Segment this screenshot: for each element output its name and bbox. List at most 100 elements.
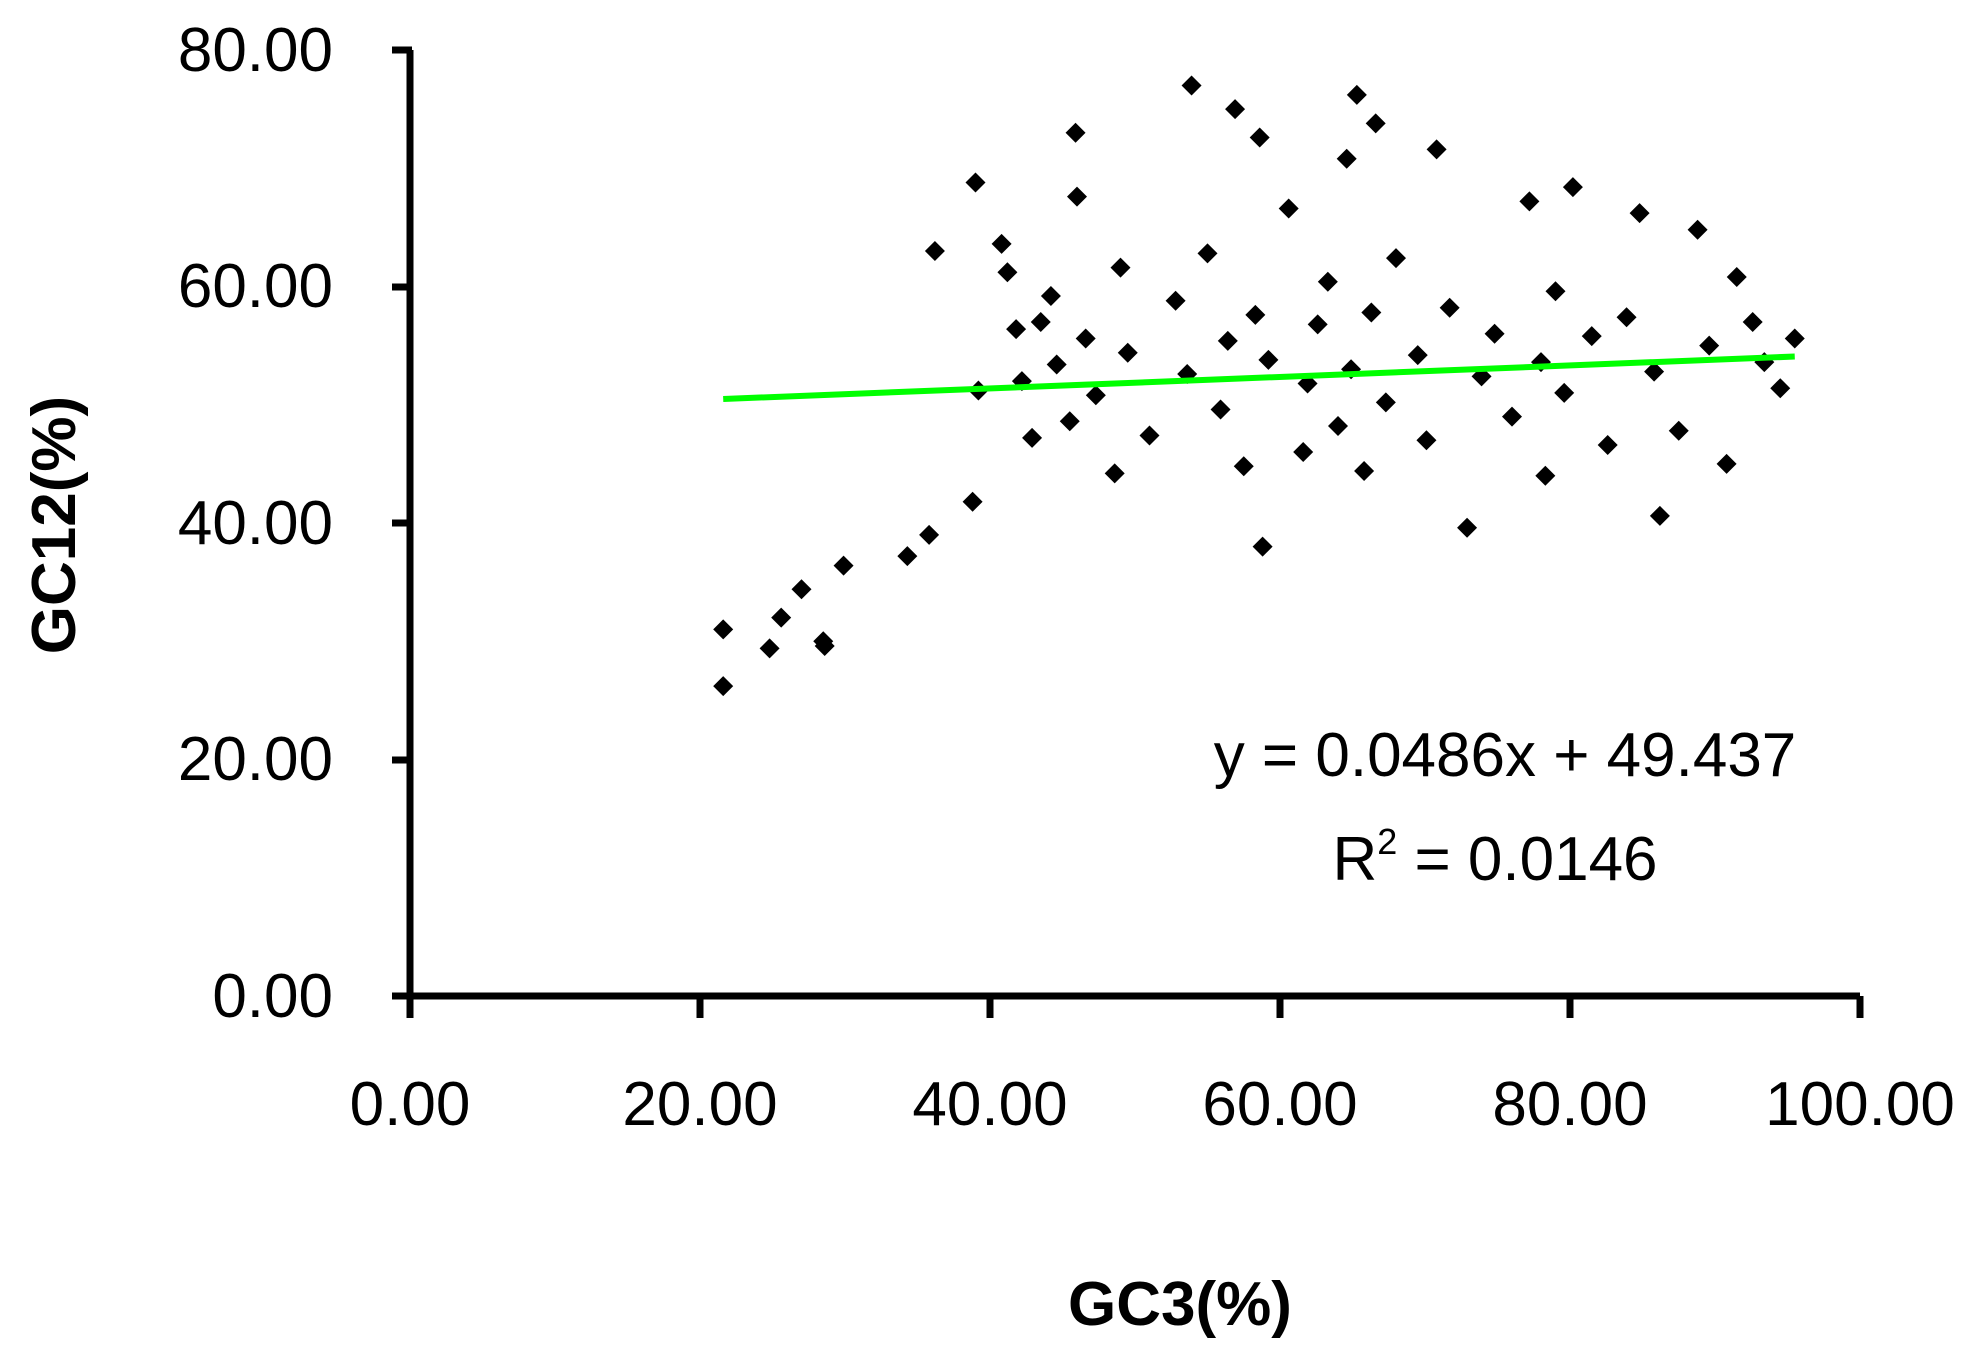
y-tick-label: 60.00 — [178, 252, 333, 321]
data-point — [965, 172, 986, 193]
data-point — [1181, 75, 1202, 96]
data-point — [997, 262, 1018, 283]
data-point — [1165, 290, 1186, 311]
data-point — [1426, 139, 1447, 160]
data-point — [897, 546, 918, 567]
data-point — [1104, 463, 1125, 484]
data-point — [1046, 354, 1067, 375]
x-tick-label: 20.00 — [622, 1070, 777, 1139]
r-squared-exponent: 2 — [1377, 821, 1397, 862]
data-point — [814, 635, 835, 656]
data-point — [1110, 257, 1131, 278]
data-point — [1075, 328, 1096, 349]
y-axis-title: GC12(%) — [20, 396, 89, 654]
y-tick-labels: 0.00 20.00 40.00 60.00 80.00 — [178, 16, 333, 1031]
x-tick-label: 40.00 — [912, 1070, 1067, 1139]
data-point — [771, 607, 792, 628]
data-point — [1030, 311, 1051, 332]
x-axis-title: GC3(%) — [1068, 1270, 1292, 1339]
data-point — [1545, 281, 1566, 302]
data-point — [1278, 198, 1299, 219]
x-tick-label: 80.00 — [1492, 1070, 1647, 1139]
y-tick-label: 0.00 — [212, 962, 333, 1031]
y-tick-label: 20.00 — [178, 725, 333, 794]
data-point — [1502, 406, 1522, 427]
data-point — [1346, 84, 1367, 105]
data-point — [1581, 326, 1602, 347]
data-point — [1328, 416, 1348, 437]
data-point — [1085, 385, 1106, 406]
x-tick-label: 0.00 — [350, 1070, 471, 1139]
r-squared-value: = 0.0146 — [1397, 825, 1657, 894]
data-point — [919, 524, 940, 545]
data-point — [1629, 203, 1650, 224]
data-point — [1317, 271, 1338, 292]
data-point — [713, 676, 734, 697]
data-point — [1210, 399, 1231, 420]
data-point — [1307, 314, 1328, 335]
data-point — [1535, 465, 1556, 486]
data-point — [1040, 285, 1061, 306]
data-point — [1616, 307, 1637, 328]
data-point — [1059, 411, 1080, 432]
data-point — [991, 233, 1012, 254]
data-point — [791, 579, 812, 600]
data-point — [1258, 349, 1279, 370]
x-tick-label: 60.00 — [1202, 1070, 1357, 1139]
trendline — [723, 353, 1795, 402]
data-point — [1519, 191, 1540, 212]
data-point — [1407, 345, 1428, 366]
data-point — [1375, 392, 1396, 413]
r-squared-r: R — [1332, 825, 1377, 894]
data-point — [833, 555, 854, 576]
data-points — [713, 75, 1805, 697]
data-point — [1716, 453, 1737, 474]
data-point — [1252, 536, 1273, 557]
data-point — [1006, 319, 1027, 340]
data-point — [1197, 243, 1218, 264]
data-point — [1554, 382, 1575, 403]
data-point — [1649, 505, 1670, 526]
y-tick-label: 80.00 — [178, 16, 333, 85]
data-point — [1225, 99, 1246, 120]
data-point — [1022, 427, 1043, 448]
data-point — [1416, 430, 1437, 451]
data-point — [962, 491, 983, 512]
data-point — [1139, 425, 1160, 446]
data-point — [1067, 186, 1087, 207]
data-point — [1726, 267, 1747, 288]
data-point — [1386, 248, 1406, 269]
data-point — [1217, 330, 1238, 351]
regression-equation: y = 0.0486x + 49.437 — [1214, 721, 1797, 790]
data-point — [1361, 302, 1382, 323]
data-point — [1484, 323, 1505, 344]
data-point — [1065, 122, 1086, 143]
r-squared-label: R2 = 0.0146 — [1332, 821, 1657, 894]
data-point — [759, 638, 780, 659]
data-point — [1770, 378, 1791, 399]
data-point — [1699, 335, 1720, 356]
data-point — [1293, 442, 1314, 463]
data-point — [1742, 311, 1763, 332]
data-point — [1644, 361, 1665, 382]
data-point — [1336, 148, 1357, 169]
x-tick-labels: 0.00 20.00 40.00 60.00 80.00 100.00 — [350, 1070, 1955, 1139]
data-point — [1245, 304, 1266, 325]
data-point — [1365, 113, 1386, 134]
data-point — [1668, 420, 1689, 441]
data-point — [1562, 177, 1583, 198]
y-tick-label: 40.00 — [178, 489, 333, 558]
data-point — [713, 619, 734, 640]
data-point — [924, 241, 945, 262]
data-point — [1597, 434, 1618, 455]
data-point — [1439, 297, 1460, 318]
tick-marks — [392, 46, 1864, 1018]
data-point — [1687, 219, 1708, 240]
data-point — [1249, 127, 1270, 148]
data-point — [1784, 328, 1805, 349]
data-point — [1117, 342, 1138, 363]
x-tick-label: 100.00 — [1765, 1070, 1955, 1139]
data-point — [1354, 460, 1375, 481]
data-point — [1233, 456, 1254, 477]
